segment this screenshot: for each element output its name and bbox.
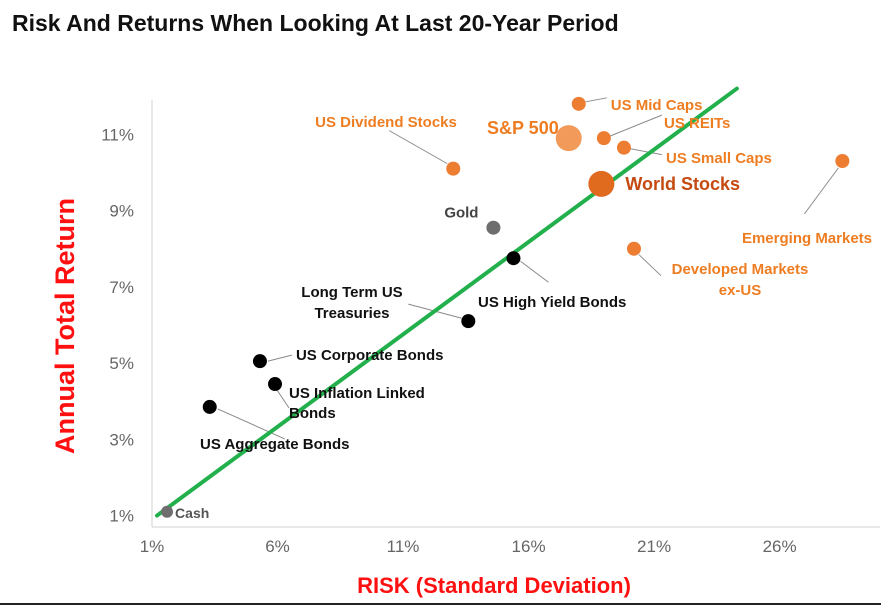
- x-tick-label: 1%: [140, 537, 165, 556]
- leader-lines: [217, 97, 839, 440]
- label-gold: Gold: [444, 205, 478, 222]
- point-world-stocks: [588, 170, 615, 197]
- label-us-mid-caps: US Mid Caps: [611, 97, 703, 114]
- leader-line-us-small-caps: [629, 148, 663, 156]
- leader-line-us-high-yield-bonds: [520, 260, 549, 283]
- data-points: [161, 96, 850, 518]
- leader-line-developed-markets-ex-us: [638, 254, 662, 277]
- point-cash: [161, 505, 174, 518]
- point-us-dividend-stocks: [446, 161, 461, 176]
- point-us-small-caps: [616, 140, 631, 155]
- point-us-mid-caps: [571, 96, 586, 111]
- label-us-high-yield-bonds: US High Yield Bonds: [478, 294, 626, 311]
- label-us-small-caps: US Small Caps: [666, 150, 772, 167]
- bottom-rule: [0, 603, 881, 605]
- x-tick-label: 16%: [512, 537, 546, 556]
- x-tick-label: 6%: [265, 537, 290, 556]
- leader-line-us-aggregate-bonds: [217, 408, 285, 440]
- label-developed-markets-ex-us: Developed Markets ex-US: [672, 261, 809, 299]
- trendline-layer: [155, 86, 739, 518]
- y-tick-label: 11%: [101, 125, 134, 144]
- chart-title: Risk And Returns When Looking At Last 20…: [12, 10, 619, 36]
- label-sandp-500: S&P 500: [487, 118, 559, 138]
- x-tick-label: 21%: [637, 537, 671, 556]
- label-us-dividend-stocks: US Dividend Stocks: [315, 114, 457, 131]
- leader-line-us-mid-caps: [585, 97, 607, 103]
- y-tick-label: 5%: [109, 354, 134, 373]
- label-us-aggregate-bonds: US Aggregate Bonds: [200, 436, 349, 453]
- y-axis-title: Annual Total Return: [50, 198, 80, 454]
- y-tick-label: 7%: [109, 278, 134, 297]
- axes: [151, 100, 880, 528]
- point-us-inflation-linked-bonds: [268, 377, 283, 392]
- label-us-inflation-linked-bonds: US Inflation Linked Bonds: [289, 385, 425, 422]
- x-tick-label: 26%: [763, 537, 797, 556]
- point-us-reits: [596, 131, 611, 146]
- leader-line-emerging-markets: [803, 167, 839, 215]
- label-emerging-markets: Emerging Markets: [742, 230, 872, 247]
- y-tick-label: 9%: [109, 202, 134, 221]
- point-us-corporate-bonds: [252, 354, 267, 369]
- x-tick-label: 11%: [387, 537, 420, 556]
- label-line: Long Term US: [301, 284, 402, 301]
- label-line: ex-US: [719, 282, 762, 299]
- point-us-high-yield-bonds: [506, 251, 521, 266]
- point-emerging-markets: [835, 154, 850, 168]
- label-us-corporate-bonds: US Corporate Bonds: [296, 347, 444, 364]
- point-developed-markets-ex-us: [626, 241, 641, 256]
- point-us-aggregate-bonds: [202, 399, 217, 414]
- label-cash: Cash: [175, 505, 209, 521]
- point-gold: [486, 220, 501, 235]
- point-labels: Cash US Aggregate Bonds US Corporate Bonds…: [175, 97, 872, 521]
- y-tick-label: 1%: [109, 507, 134, 526]
- label-line: Bonds: [289, 405, 336, 422]
- y-tick-label: 3%: [109, 430, 134, 449]
- leader-line-us-dividend-stocks: [388, 130, 448, 165]
- leader-line-us-reits: [609, 114, 663, 137]
- x-axis-title: RISK (Standard Deviation): [357, 573, 631, 598]
- label-line: Developed Markets: [672, 261, 809, 278]
- point-sandp-500: [555, 125, 582, 152]
- label-world-stocks: World Stocks: [625, 174, 740, 194]
- leader-line-us-corporate-bonds: [267, 354, 293, 362]
- label-line: US Inflation Linked: [289, 385, 425, 402]
- tick-labels: 1% 6% 11% 16% 21% 26% 1% 3% 5% 7% 9% 11%: [101, 125, 796, 556]
- point-long-term-us-treasuries: [461, 314, 476, 329]
- leader-line-us-inflation-linked-bonds: [276, 389, 290, 409]
- label-us-reits: US REITs: [664, 115, 730, 132]
- label-line: Treasuries: [314, 305, 389, 322]
- trendline: [155, 86, 739, 518]
- label-long-term-us-treasuries: Long Term US Treasuries: [301, 284, 402, 322]
